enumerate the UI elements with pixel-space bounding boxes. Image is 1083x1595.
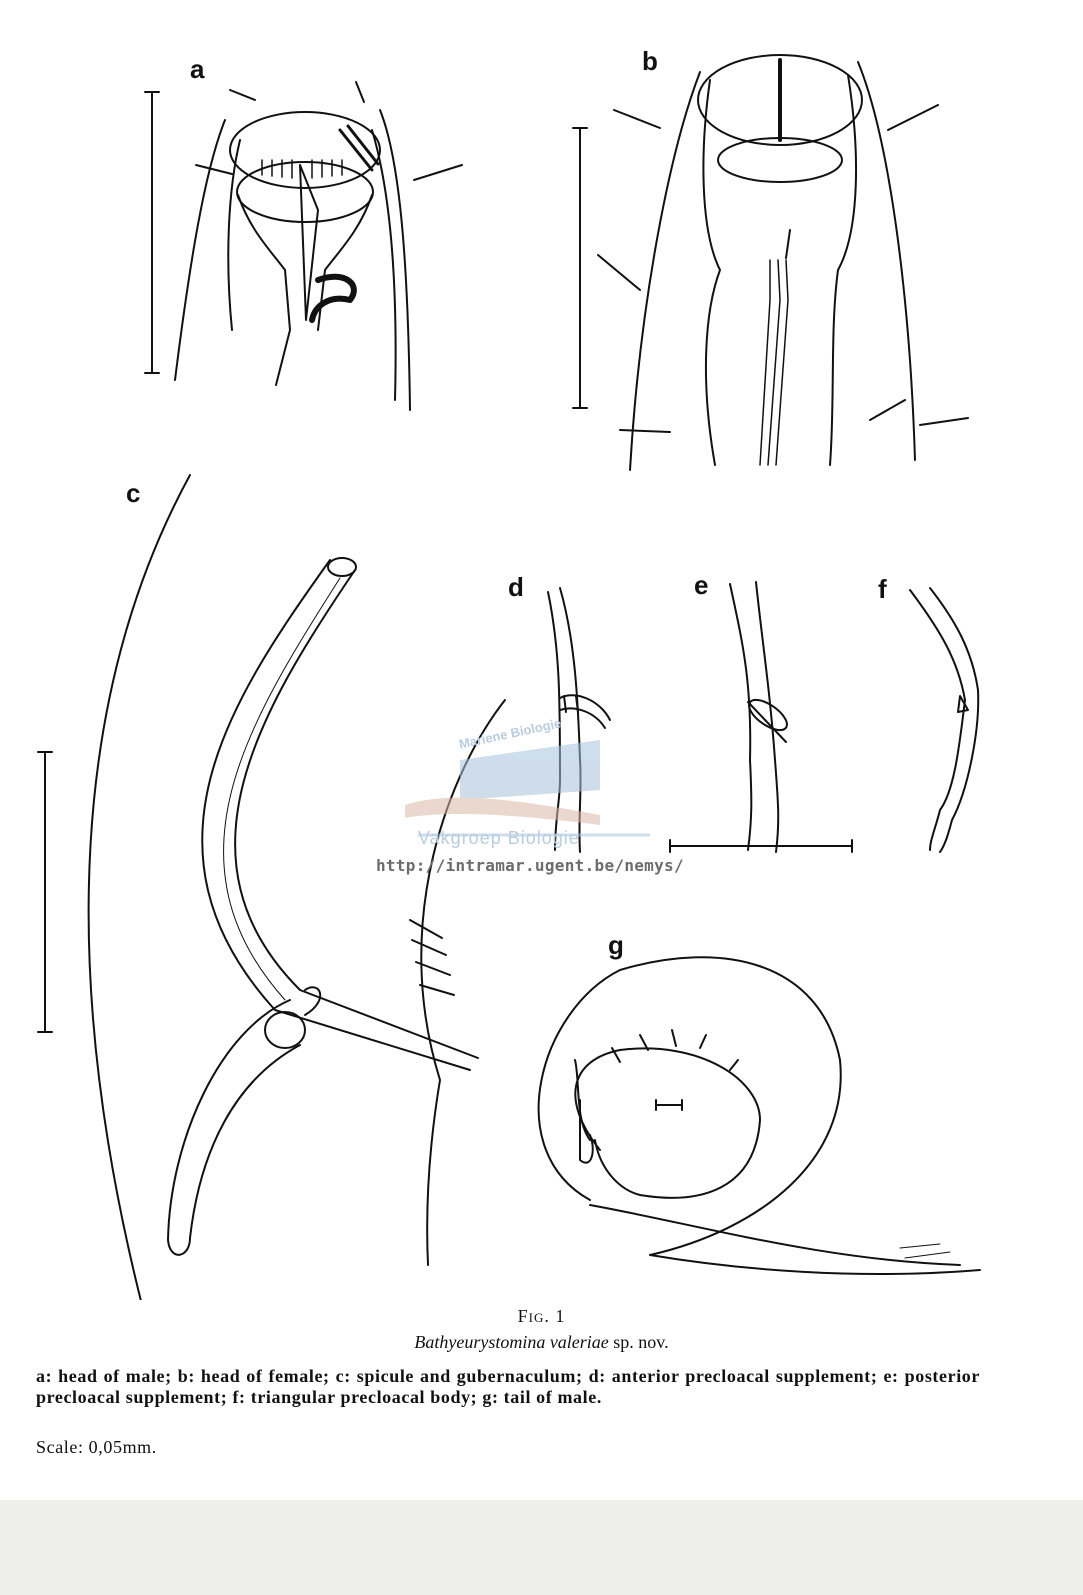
panel-label-b: b bbox=[642, 46, 658, 76]
species-suffix: sp. nov. bbox=[608, 1332, 669, 1352]
panel-label-e: e bbox=[694, 570, 709, 600]
figure-species-title: Bathyeurystomina valeriae sp. nov. bbox=[0, 1332, 1083, 1353]
drawing-triangular-precloacal-body bbox=[909, 587, 980, 853]
panel-label-c: c bbox=[126, 478, 141, 508]
species-name: Bathyeurystomina valeriae bbox=[414, 1332, 609, 1352]
drawing-spicule-gubernaculum bbox=[37, 474, 506, 1300]
watermark-logo bbox=[405, 740, 650, 837]
drawing-posterior-precloacal-supplement bbox=[729, 581, 788, 853]
panel-label-g: g bbox=[608, 930, 624, 960]
figure-scale: Scale: 0,05mm. bbox=[36, 1437, 157, 1457]
drawing-head-of-male bbox=[144, 81, 463, 411]
drawing-head-of-female bbox=[572, 54, 969, 471]
figure-number: Fig. 1 bbox=[517, 1306, 566, 1326]
scan-margin bbox=[0, 1500, 1083, 1595]
panel-label-f: f bbox=[878, 574, 887, 604]
watermark-department: Vakgroep Biologie bbox=[418, 828, 580, 848]
figure-drawings bbox=[37, 54, 981, 1300]
figure-legend: a: head of male; b: head of female; c: s… bbox=[36, 1366, 980, 1407]
panel-label-d: d bbox=[508, 572, 524, 602]
panel-label-a: a bbox=[190, 54, 205, 84]
drawing-tail-of-male bbox=[537, 956, 981, 1276]
watermark-url: http://intramar.ugent.be/nemys/ bbox=[376, 856, 684, 875]
